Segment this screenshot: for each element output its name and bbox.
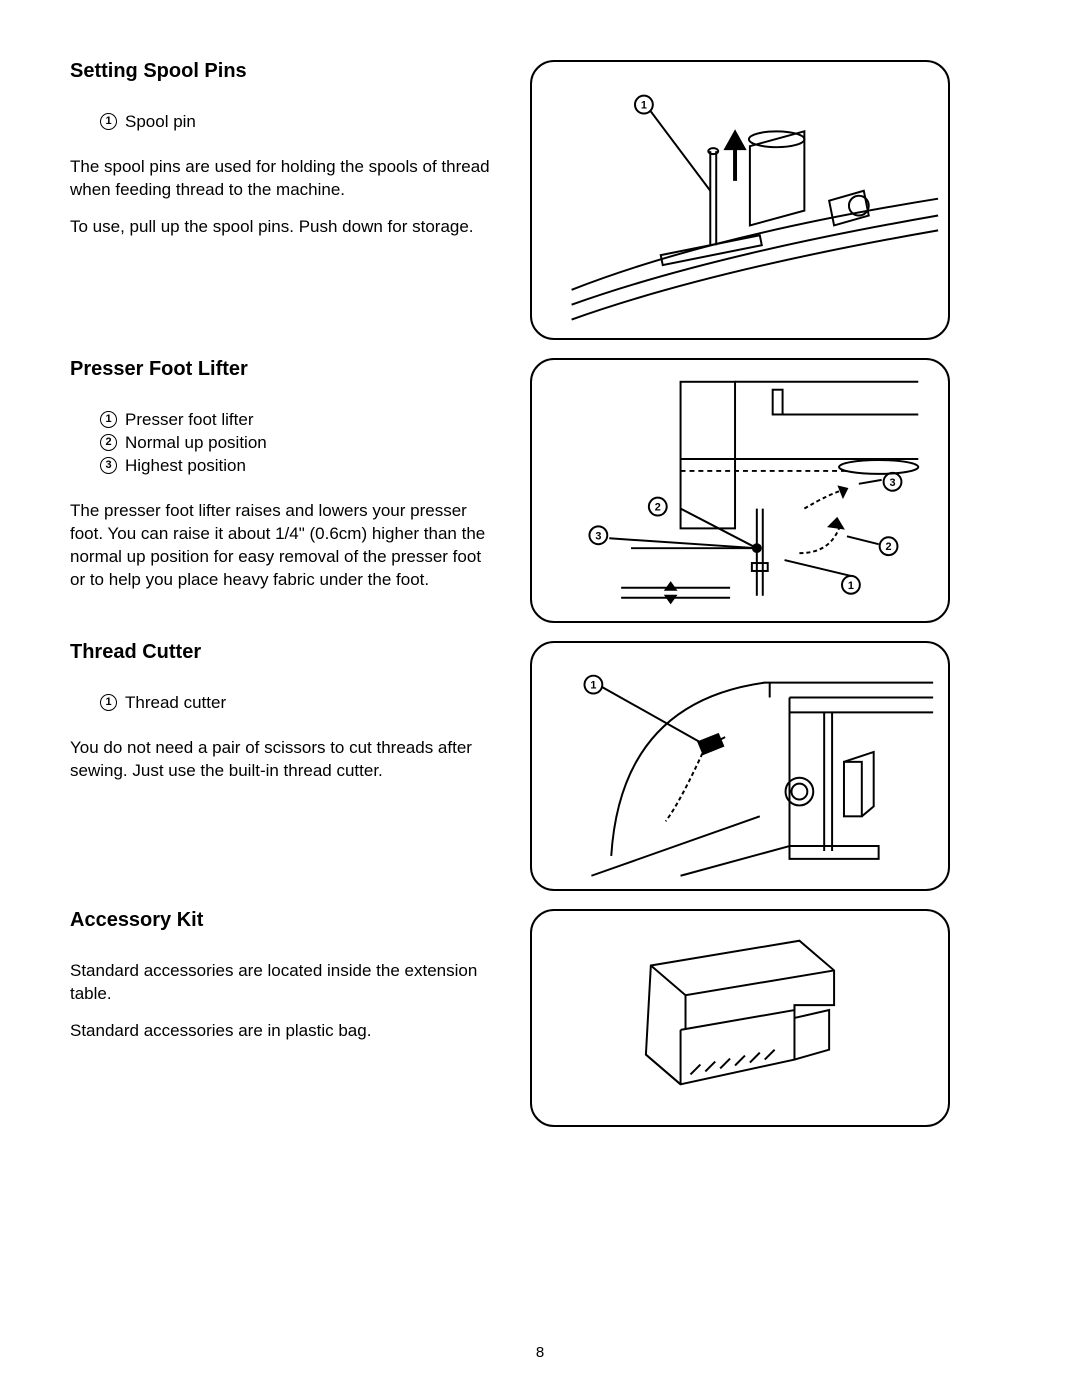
- presser-text: Presser Foot Lifter 1 Presser foot lifter…: [70, 358, 500, 606]
- spool-figure-col: 1: [530, 60, 1020, 340]
- accessory-figure: [530, 909, 950, 1127]
- spool-legend-1: Spool pin: [125, 111, 196, 134]
- svg-text:1: 1: [848, 580, 854, 592]
- presser-figure: 1 2 2 3 3: [530, 358, 950, 623]
- cutter-diagram-icon: 1: [532, 643, 948, 891]
- spool-text: Setting Spool Pins 1 Spool pin The spool…: [70, 60, 500, 253]
- spool-figure: 1: [530, 60, 950, 340]
- presser-legend: 1 Presser foot lifter 2 Normal up position…: [100, 409, 500, 478]
- circled-1-icon: 1: [100, 694, 117, 711]
- section-thread-cutter: Thread Cutter 1 Thread cutter You do not …: [70, 641, 1020, 891]
- presser-diagram-icon: 1 2 2 3 3: [532, 360, 948, 622]
- spool-legend: 1 Spool pin: [100, 111, 500, 134]
- cutter-legend: 1 Thread cutter: [100, 692, 500, 715]
- cutter-text: Thread Cutter 1 Thread cutter You do not …: [70, 641, 500, 797]
- svg-text:2: 2: [655, 502, 661, 514]
- section-presser-foot: Presser Foot Lifter 1 Presser foot lifter…: [70, 358, 1020, 623]
- section-accessory-kit: Accessory Kit Standard accessories are l…: [70, 909, 1020, 1127]
- presser-legend-1: Presser foot lifter: [125, 409, 254, 432]
- cutter-title: Thread Cutter: [70, 641, 500, 664]
- accessory-body-2: Standard accessories are in plastic bag.: [70, 1020, 500, 1043]
- presser-legend-2: Normal up position: [125, 432, 267, 455]
- svg-text:2: 2: [886, 541, 892, 553]
- accessory-figure-col: [530, 909, 1020, 1127]
- spool-diagram-icon: 1: [532, 62, 948, 339]
- presser-figure-col: 1 2 2 3 3: [530, 358, 1020, 623]
- presser-title: Presser Foot Lifter: [70, 358, 500, 381]
- svg-text:3: 3: [595, 530, 601, 542]
- circled-2-icon: 2: [100, 434, 117, 451]
- spool-body-1: The spool pins are used for holding the …: [70, 156, 500, 202]
- accessory-diagram-icon: [532, 911, 948, 1127]
- circled-1-icon: 1: [100, 411, 117, 428]
- cutter-figure-col: 1: [530, 641, 1020, 891]
- accessory-title: Accessory Kit: [70, 909, 500, 932]
- section-spool-pins: Setting Spool Pins 1 Spool pin The spool…: [70, 60, 1020, 340]
- cutter-figure: 1: [530, 641, 950, 891]
- svg-text:1: 1: [641, 100, 647, 112]
- page-number: 8: [536, 1344, 544, 1361]
- cutter-legend-1: Thread cutter: [125, 692, 226, 715]
- accessory-text: Accessory Kit Standard accessories are l…: [70, 909, 500, 1057]
- svg-text:3: 3: [889, 477, 895, 489]
- presser-body-1: The presser foot lifter raises and lower…: [70, 500, 500, 592]
- presser-legend-3: Highest position: [125, 455, 246, 478]
- accessory-body-1: Standard accessories are located inside …: [70, 960, 500, 1006]
- spool-title: Setting Spool Pins: [70, 60, 500, 83]
- svg-text:1: 1: [590, 680, 596, 692]
- circled-3-icon: 3: [100, 457, 117, 474]
- cutter-body-1: You do not need a pair of scissors to cu…: [70, 737, 500, 783]
- spool-body-2: To use, pull up the spool pins. Push dow…: [70, 216, 500, 239]
- page: Setting Spool Pins 1 Spool pin The spool…: [70, 60, 1020, 1127]
- circled-1-icon: 1: [100, 113, 117, 130]
